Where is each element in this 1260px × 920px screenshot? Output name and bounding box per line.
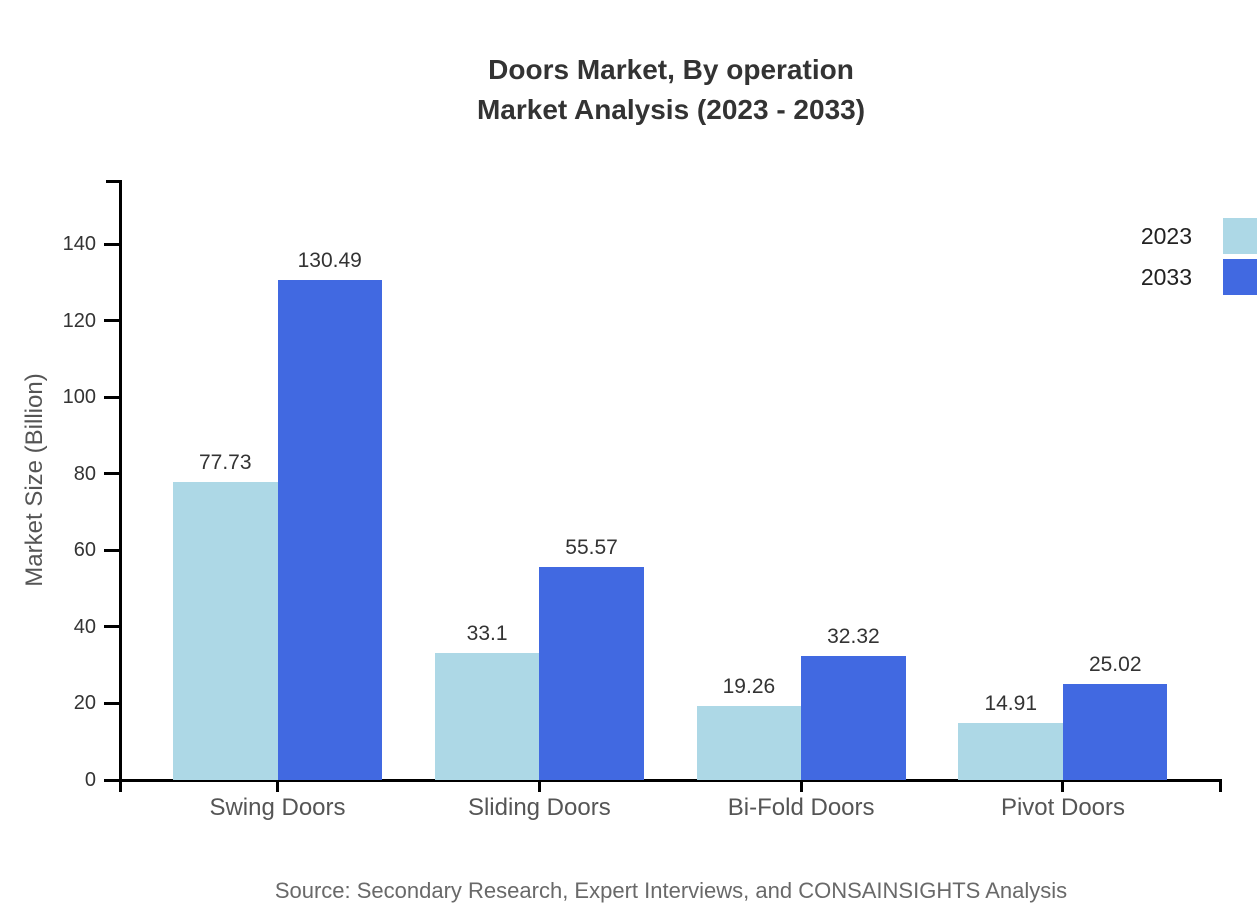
legend-swatch-2023	[1223, 218, 1257, 254]
y-tick-mark	[104, 625, 120, 629]
x-axis-category-label-pivot-doors: Pivot Doors	[1000, 794, 1126, 821]
y-tick-mark	[104, 548, 120, 552]
bar-value-label-2033-pivot-doors: 25.02	[1088, 653, 1142, 677]
x-tick-mark	[1061, 780, 1065, 792]
y-tick-label: 100	[62, 386, 96, 409]
y-axis-end-cap	[106, 180, 121, 183]
y-tick-mark	[104, 319, 120, 323]
y-tick-label: 40	[73, 615, 96, 638]
chart-title-line-2: Market Analysis (2023 - 2033)	[476, 94, 866, 125]
y-tick-label: 140	[62, 233, 96, 255]
bar-value-label-2023-pivot-doors: 14.91	[984, 691, 1038, 715]
x-axis-category-label-sliding-doors: Sliding Doors	[467, 794, 611, 821]
bar-value-label-2023-bi-fold-doors: 19.26	[722, 675, 776, 699]
bar-2023-bi-fold-doors	[696, 706, 802, 780]
legend-swatch-2033	[1223, 259, 1257, 295]
y-tick-label: 0	[84, 769, 96, 791]
y-tick-label: 120	[62, 309, 96, 332]
y-tick-mark	[104, 472, 120, 476]
y-tick-mark	[104, 778, 120, 782]
legend-label-2033: 2033	[1140, 263, 1192, 290]
x-tick-mark	[799, 780, 803, 792]
bar-value-label-2033-swing-doors: 130.49	[297, 249, 362, 273]
legend: 2023 2033	[1141, 218, 1257, 300]
bar-2033-bi-fold-doors	[801, 656, 906, 780]
x-axis-category-label-bi-fold-doors: Bi-Fold Doors	[727, 794, 875, 821]
chart-title: Doors Market, By operation Market Analys…	[120, 50, 1222, 130]
y-tick-label: 80	[73, 462, 96, 485]
legend-item-2023: 2023	[1141, 218, 1257, 254]
y-tick-mark	[104, 242, 120, 246]
chart-title-line-1: Doors Market, By operation	[488, 54, 854, 85]
bar-2023-sliding-doors	[434, 653, 540, 780]
bar-2023-swing-doors	[173, 482, 278, 780]
bar-2023-pivot-doors	[958, 722, 1063, 780]
y-tick-label: 20	[73, 692, 96, 715]
y-axis-line	[118, 180, 122, 792]
x-axis-end-cap	[1219, 780, 1222, 792]
bar-2033-swing-doors	[277, 280, 382, 780]
x-tick-mark	[276, 780, 279, 792]
source-note: Source: Secondary Research, Expert Inter…	[274, 878, 1068, 903]
bar-value-label-2023-swing-doors: 77.73	[198, 451, 252, 475]
x-axis-category-label-swing-doors: Swing Doors	[209, 794, 346, 821]
y-tick-mark	[104, 395, 120, 399]
legend-item-2033: 2033	[1141, 259, 1257, 295]
legend-label-2023: 2023	[1140, 222, 1192, 249]
bar-2033-pivot-doors	[1062, 684, 1168, 780]
bar-value-label-2033-bi-fold-doors: 32.32	[827, 625, 880, 649]
bar-value-label-2023-sliding-doors: 33.1	[466, 622, 508, 646]
bar-2033-sliding-doors	[539, 567, 644, 780]
x-axis-line	[104, 778, 1222, 782]
y-tick-label: 60	[73, 539, 96, 562]
y-tick-mark	[104, 701, 120, 705]
x-tick-mark	[537, 780, 541, 792]
bar-value-label-2033-sliding-doors: 55.57	[565, 536, 618, 560]
